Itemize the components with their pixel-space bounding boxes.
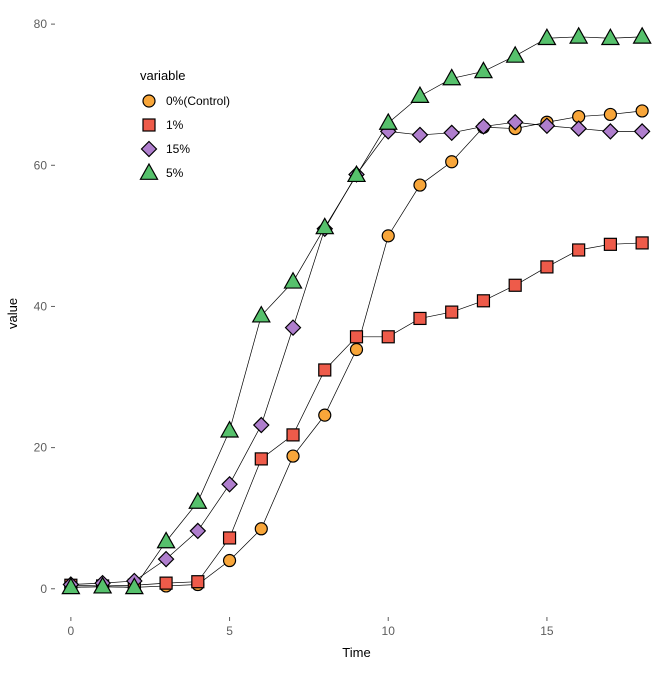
data-point xyxy=(287,429,299,441)
data-point xyxy=(382,230,394,242)
data-point xyxy=(604,238,616,250)
chart-container: 0 5 10 15 0 20 40 60 80 Time value variable 0%(Contr… xyxy=(0,0,672,671)
x-axis-label: Time xyxy=(342,645,370,660)
data-point xyxy=(414,312,426,324)
y-tick-label: 20 xyxy=(34,441,48,455)
legend-label: 1% xyxy=(166,118,184,132)
data-point xyxy=(477,295,489,307)
legend-title: variable xyxy=(140,68,186,83)
data-point xyxy=(319,364,331,376)
data-point xyxy=(509,279,521,291)
data-point xyxy=(382,331,394,343)
data-point xyxy=(351,331,363,343)
data-point xyxy=(573,244,585,256)
data-point xyxy=(255,523,267,535)
legend-label: 15% xyxy=(166,142,190,156)
legend-swatch xyxy=(143,119,155,131)
data-point xyxy=(446,156,458,168)
data-point xyxy=(287,450,299,462)
data-point xyxy=(319,409,331,421)
data-point xyxy=(351,343,363,355)
y-tick-label: 80 xyxy=(34,17,48,31)
data-point xyxy=(604,108,616,120)
data-point xyxy=(414,179,426,191)
data-point xyxy=(224,555,236,567)
data-point xyxy=(636,237,648,249)
legend-swatch xyxy=(143,95,155,107)
data-point xyxy=(224,532,236,544)
y-axis-label: value xyxy=(5,298,20,329)
data-point xyxy=(192,576,204,588)
data-point xyxy=(446,306,458,318)
x-tick-label: 0 xyxy=(68,624,75,638)
x-tick-label: 15 xyxy=(540,624,554,638)
legend-label: 5% xyxy=(166,166,184,180)
y-tick-label: 0 xyxy=(40,582,47,596)
legend-label: 0%(Control) xyxy=(166,94,230,108)
data-point xyxy=(636,105,648,117)
chart-svg: 0 5 10 15 0 20 40 60 80 Time value variable 0%(Contr… xyxy=(0,0,672,671)
data-point xyxy=(255,453,267,465)
y-tick-label: 40 xyxy=(34,299,48,313)
data-point xyxy=(541,261,553,273)
y-tick-label: 60 xyxy=(34,158,48,172)
data-point xyxy=(160,577,172,589)
x-tick-label: 5 xyxy=(226,624,233,638)
x-tick-label: 10 xyxy=(382,624,396,638)
